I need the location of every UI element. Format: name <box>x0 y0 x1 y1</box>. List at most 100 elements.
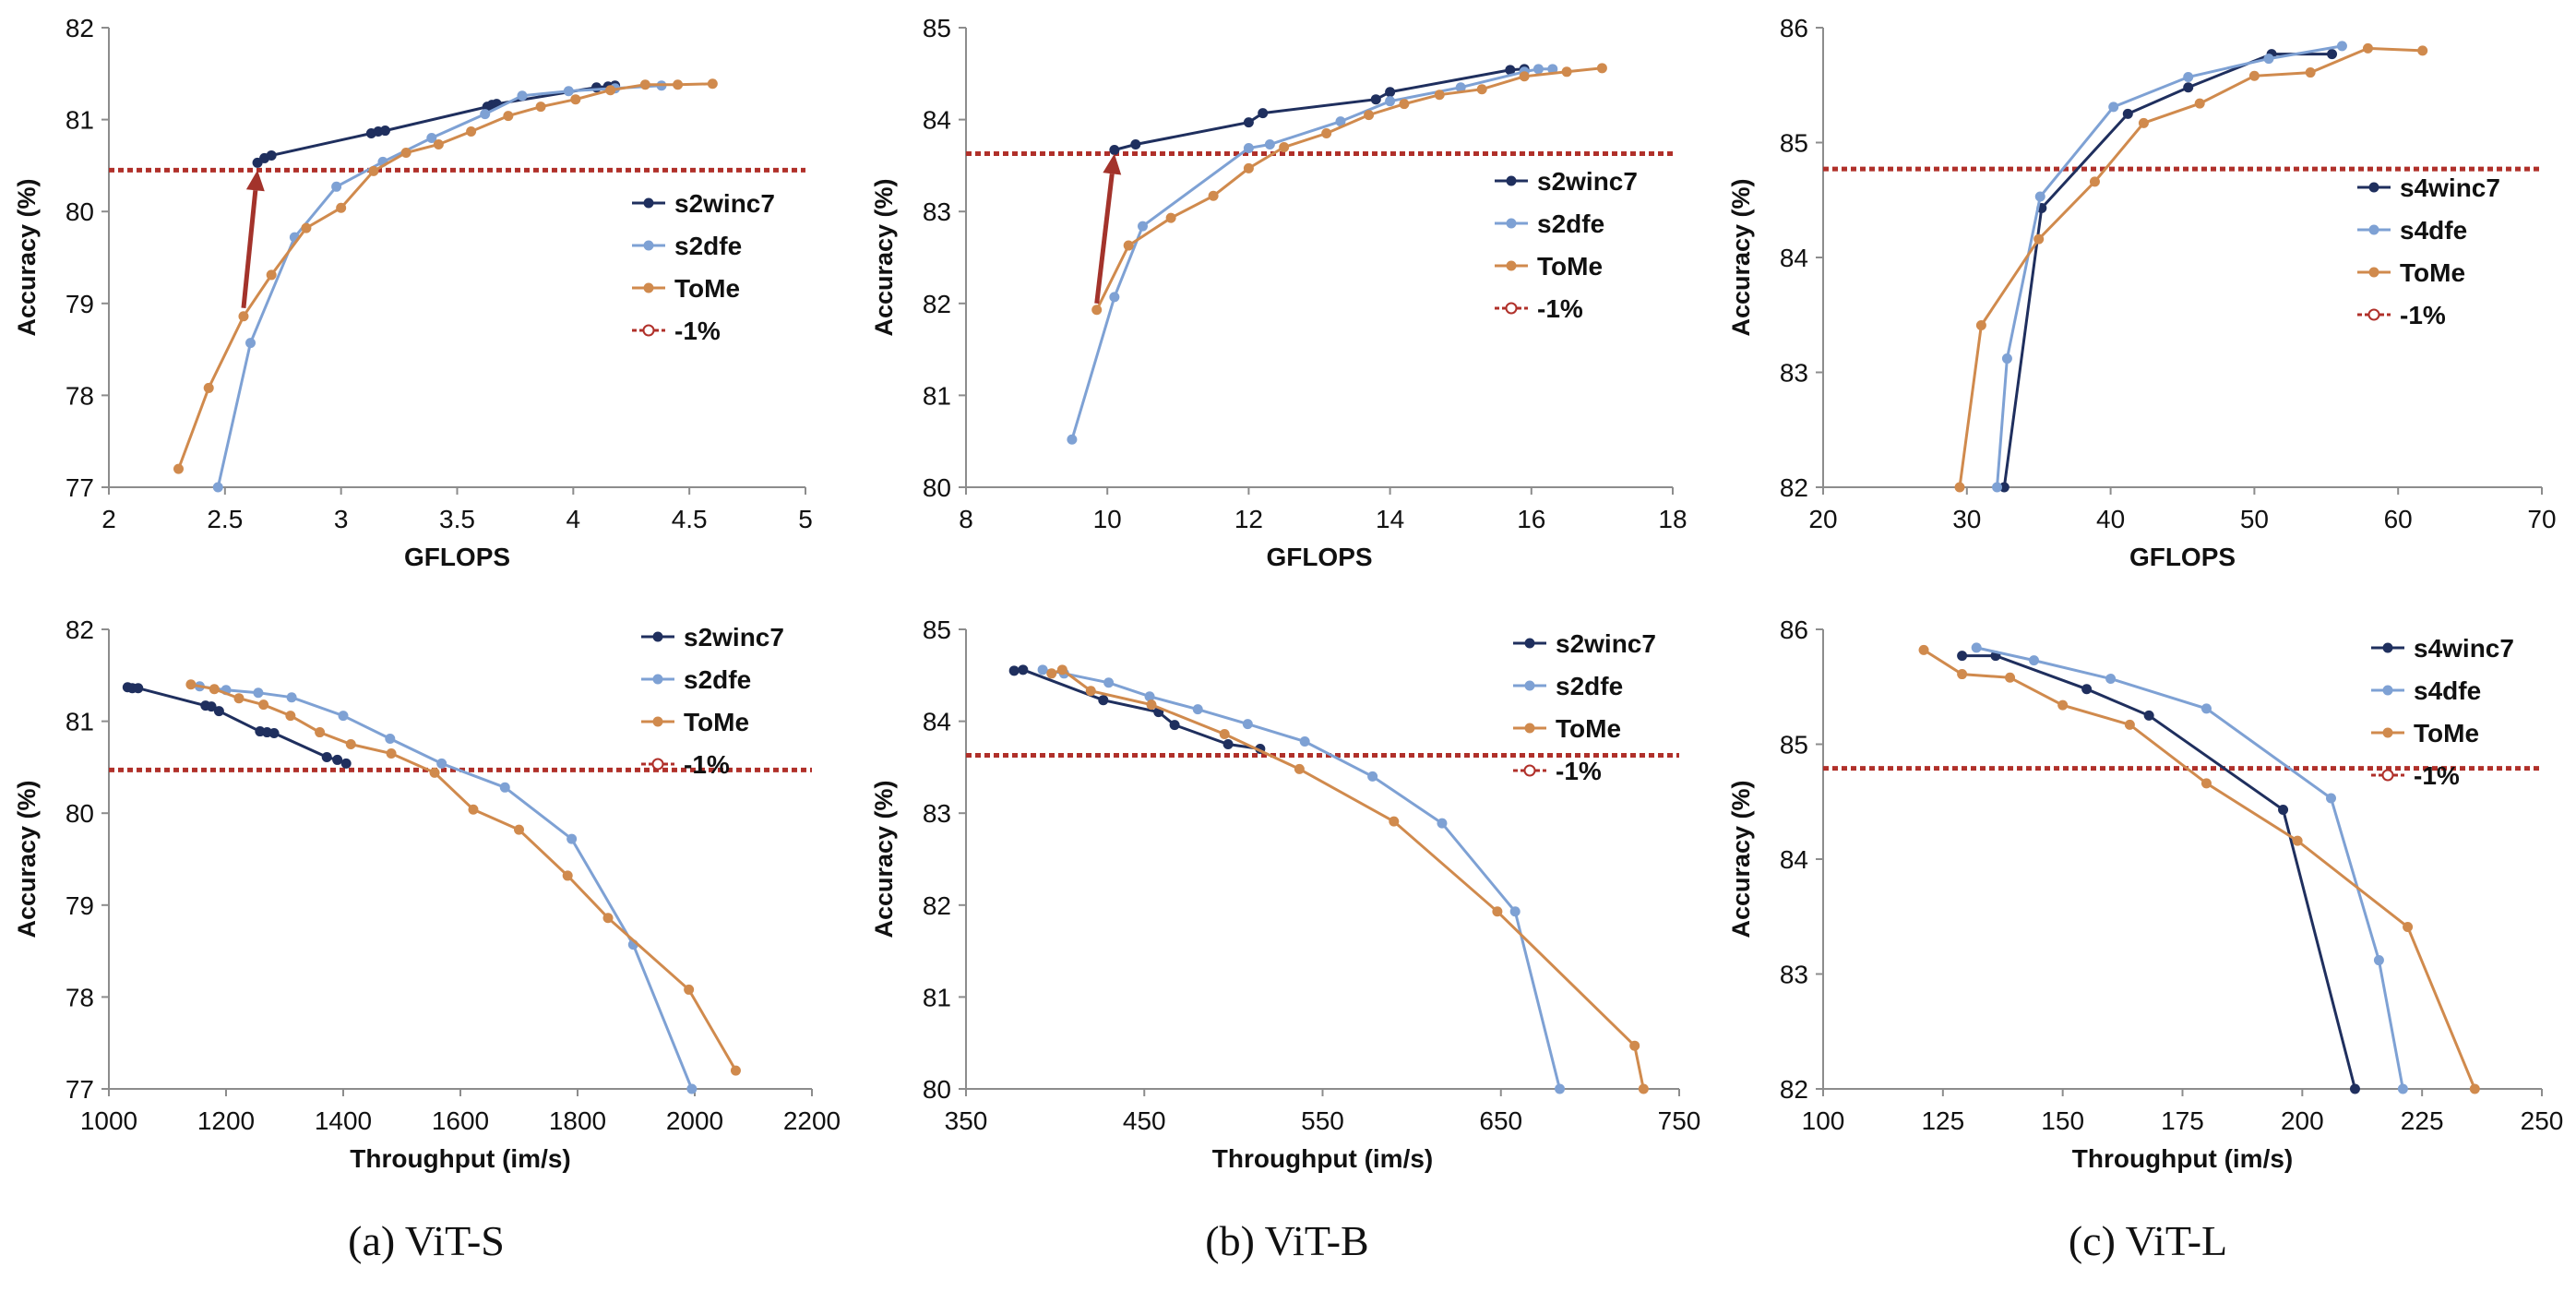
data-point-ToMe <box>1165 212 1176 223</box>
x-axis-title: Throughput (im/s) <box>1212 1144 1434 1173</box>
series-line-ToMe <box>1958 46 2423 488</box>
data-point-ToMe <box>1476 84 1487 95</box>
data-point-s4winc7 <box>2349 1083 2360 1094</box>
data-point-ToMe <box>1638 1083 1649 1094</box>
y-tick-label: 85 <box>1780 731 1808 759</box>
legend-label: s2winc7 <box>674 189 775 218</box>
data-point-ToMe <box>684 984 695 995</box>
y-tick-label: 79 <box>66 290 94 318</box>
legend-swatch-marker <box>652 716 663 727</box>
series-line-ToMe <box>1051 668 1645 1090</box>
data-point-ToMe <box>562 870 573 881</box>
data-point-ToMe <box>1208 190 1219 201</box>
data-point-s2dfe <box>1103 677 1115 688</box>
x-tick-label: 3 <box>334 505 349 533</box>
data-point-s2dfe <box>436 758 447 769</box>
legend-swatch-marker <box>1524 638 1535 649</box>
legend-swatch-marker <box>2367 308 2380 321</box>
y-axis-title: Accuracy (%) <box>870 178 898 336</box>
x-axis-title: GFLOPS <box>404 543 510 571</box>
y-tick-label: 83 <box>1780 961 1808 989</box>
x-tick-label: 100 <box>1802 1106 1845 1135</box>
series-line-s2dfe <box>199 685 694 1090</box>
series-line-ToMe <box>177 82 713 470</box>
data-point-s2winc7 <box>1098 695 1109 706</box>
data-point-ToMe <box>336 202 347 213</box>
data-point-s2winc7 <box>213 706 224 717</box>
data-point-ToMe <box>514 824 524 835</box>
legend-label: s2dfe <box>1556 672 1623 700</box>
data-point-s4dfe <box>2263 54 2274 65</box>
legend-swatch-marker <box>652 674 663 685</box>
legend-swatch-marker <box>2382 685 2393 696</box>
data-point-ToMe <box>209 684 220 695</box>
legend-label: s4dfe <box>2400 216 2467 245</box>
data-point-s4dfe <box>2325 793 2336 804</box>
data-point-s2dfe <box>517 90 528 102</box>
chart-panel-2: 80 81 82 83 84 85 8 10 12 14 16 18 GFLOPS Accuracy (%… <box>870 14 1688 571</box>
x-tick-label: 1400 <box>315 1106 372 1135</box>
data-point-s2dfe <box>1547 64 1558 75</box>
data-point-ToMe <box>400 147 411 158</box>
data-point-s2winc7 <box>1385 87 1396 98</box>
legend-label: ToMe <box>684 708 749 736</box>
x-tick-label: 12 <box>1234 505 1263 533</box>
legend: s4winc7 s4dfe ToMe -1% <box>2357 173 2500 329</box>
data-point-ToMe <box>2417 45 2428 56</box>
x-tick-label: 3.5 <box>439 505 475 533</box>
data-point-ToMe <box>1279 141 1290 152</box>
y-tick-label: 83 <box>923 197 951 226</box>
data-point-s2winc7 <box>206 701 217 712</box>
series-line-s2dfe <box>1042 668 1561 1090</box>
chart-panel-6: 82 83 84 85 86 100 125 150 175 200 225 250 Throughpu… <box>1727 616 2563 1173</box>
x-tick-label: 1600 <box>432 1106 489 1135</box>
data-point-s2winc7 <box>321 751 332 762</box>
data-point-s4dfe <box>2001 353 2012 365</box>
y-tick-label: 82 <box>923 290 951 318</box>
data-point-ToMe <box>1389 816 1400 827</box>
data-point-s4dfe <box>2105 674 2117 685</box>
legend: s2winc7 s2dfe ToMe -1% <box>632 189 775 345</box>
legend: s4winc7 s4dfe ToMe -1% <box>2371 634 2514 790</box>
data-point-ToMe <box>2124 719 2135 730</box>
y-tick-label: 82 <box>66 616 94 644</box>
data-point-s2dfe <box>1109 292 1120 303</box>
data-point-ToMe <box>1918 644 1929 655</box>
legend-swatch-marker <box>2368 182 2379 193</box>
data-point-s2winc7 <box>1370 94 1381 105</box>
data-point-ToMe <box>266 269 277 281</box>
data-point-ToMe <box>1243 162 1254 173</box>
y-tick-label: 77 <box>66 1075 94 1104</box>
x-tick-label: 8 <box>959 505 973 533</box>
x-tick-label: 18 <box>1658 505 1687 533</box>
legend-label: s4winc7 <box>2400 173 2500 202</box>
x-tick-label: 5 <box>798 505 813 533</box>
data-point-ToMe <box>345 739 356 749</box>
data-point-ToMe <box>2138 117 2149 128</box>
data-point-s2dfe <box>1067 434 1078 445</box>
data-point-s2winc7 <box>1169 720 1180 731</box>
y-tick-label: 81 <box>66 106 94 135</box>
x-tick-label: 16 <box>1517 505 1545 533</box>
data-point-ToMe <box>1219 729 1230 740</box>
x-tick-label: 2000 <box>666 1106 723 1135</box>
data-point-s2dfe <box>1242 719 1253 730</box>
chart-panel-4: 77 78 79 80 81 82 1000 1200 1400 1600 1800 2000 2200… <box>13 616 841 1173</box>
legend-swatch-marker <box>642 324 655 337</box>
data-point-ToMe <box>2194 98 2205 109</box>
y-tick-label: 86 <box>1780 616 1808 644</box>
data-point-ToMe <box>535 102 546 113</box>
data-point-ToMe <box>1294 763 1305 774</box>
data-point-ToMe <box>233 693 244 704</box>
data-point-ToMe <box>1957 669 1968 680</box>
y-tick-label: 78 <box>66 983 94 1011</box>
data-point-ToMe <box>2248 70 2260 81</box>
data-point-s2winc7 <box>1008 665 1020 676</box>
data-point-ToMe <box>433 138 444 149</box>
y-tick-label: 84 <box>1780 244 1808 272</box>
x-tick-label: 40 <box>2096 505 2125 533</box>
data-point-ToMe <box>301 222 312 233</box>
data-point-s4dfe <box>2034 191 2045 202</box>
legend-swatch-marker <box>1524 723 1535 734</box>
